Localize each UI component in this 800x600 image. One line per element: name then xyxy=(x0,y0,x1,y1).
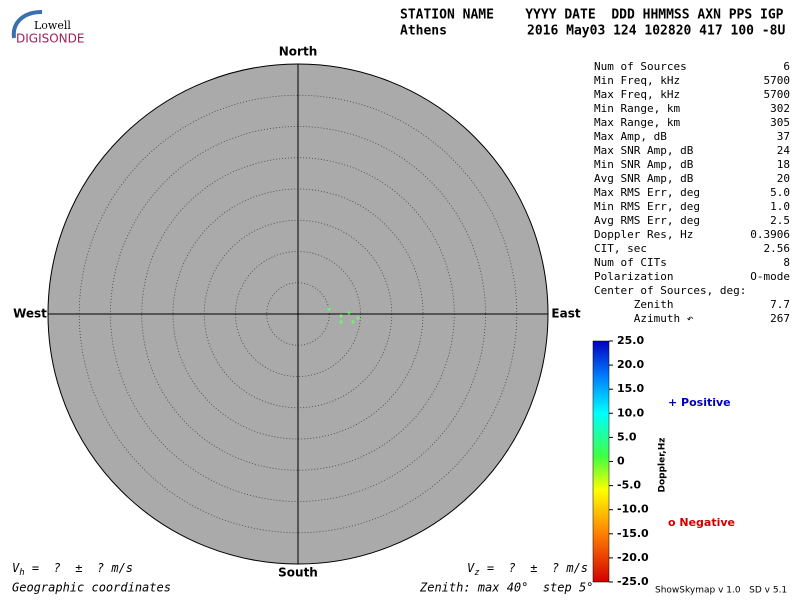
logo-top: Lowell xyxy=(34,19,71,32)
stat-label: Center of Sources, deg: xyxy=(594,284,746,297)
vh-sub: h xyxy=(19,568,24,578)
stat-value: 305 xyxy=(770,116,790,129)
stat-value: 8 xyxy=(783,256,790,269)
stat-value: 18 xyxy=(777,158,790,171)
vh: Vh = ? ± ? m/s xyxy=(12,561,133,578)
colorbar-tick-label: -5.0 xyxy=(617,479,641,492)
east-label: East xyxy=(551,307,580,321)
stat-label: Num of CITs xyxy=(594,256,667,269)
vz-text: = ? ± ? m/s xyxy=(480,561,588,575)
stat-label: Zenith xyxy=(594,298,673,311)
stat-value: 5.0 xyxy=(770,186,790,199)
stat-label: Azimuth ↶ xyxy=(594,312,694,325)
stat-label: CIT, sec xyxy=(594,242,647,255)
stat-label: Max SNR Amp, dB xyxy=(594,144,694,157)
colorbar-tick-label: 0 xyxy=(617,455,625,468)
stat-value: 5700 xyxy=(764,88,791,101)
version: ShowSkymap v 1.0 SD v 5.1 xyxy=(655,586,787,596)
stat-label: Min Freq, kHz xyxy=(594,74,680,87)
stat-value: 20 xyxy=(777,172,790,185)
colorbar-tick-label: -25.0 xyxy=(617,575,649,588)
vh-symbol: V xyxy=(12,561,20,575)
stat-value: 1.0 xyxy=(770,200,790,213)
colorbar-tick-label: -20.0 xyxy=(617,551,649,564)
header-columns: STATION NAME YYYY DATE DDD HHMMSS AXN PP… xyxy=(400,8,784,23)
plot xyxy=(47,63,549,565)
stat-value: 5700 xyxy=(764,74,791,87)
vz-sub: z xyxy=(474,568,479,578)
colorbar-tick-label: 15.0 xyxy=(617,382,644,395)
colorbar-tick-label: 20.0 xyxy=(617,358,644,371)
zenith-note: Zenith: max 40° step 5° xyxy=(419,581,593,595)
stat-value: 24 xyxy=(777,144,791,157)
stat-value: 267 xyxy=(770,312,790,325)
stat-label: Min RMS Err, deg xyxy=(594,200,700,213)
coords-note: Geographic coordinates xyxy=(12,581,171,595)
stat-value: 2.56 xyxy=(764,242,791,255)
stat-label: Polarization xyxy=(594,270,673,283)
vh-text: = ? ± ? m/s xyxy=(25,561,133,575)
stats: Num of Sources 6 Min Freq, kHz 5700 Max Freq… xyxy=(594,60,790,325)
stat-label: Min Range, km xyxy=(594,102,680,115)
stat-value: 7.7 xyxy=(770,298,790,311)
stat-label: Doppler Res, Hz xyxy=(594,228,693,241)
north-label: North xyxy=(279,45,317,59)
stat-value: 2.5 xyxy=(770,214,790,227)
stat-label: Max RMS Err, deg xyxy=(594,186,700,199)
stat-value: O-mode xyxy=(750,270,790,283)
source-point xyxy=(356,316,360,320)
colorbar-label: Doppler,Hz xyxy=(658,437,668,492)
stat-value: 37 xyxy=(777,130,790,143)
station-name: Athens xyxy=(400,24,447,39)
vz-symbol: V xyxy=(467,561,475,575)
stat-label: Max Freq, kHz xyxy=(594,88,680,101)
timestamp: 2016 May03 124 102820 417 100 -8U xyxy=(527,24,785,39)
stat-label: Min SNR Amp, dB xyxy=(594,158,694,171)
stat-label: Num of Sources xyxy=(594,60,687,73)
legend-positive: + Positive xyxy=(668,396,731,409)
stat-label: Max Range, km xyxy=(594,116,680,129)
source-point xyxy=(339,320,343,324)
colorbar-tick-label: -15.0 xyxy=(617,527,649,540)
colorbar-ticks: 25.0 20.0 15.0 10.0 5.0 0 -5.0 -10.0 -15.0 -20.0 -… xyxy=(609,334,649,588)
source-point xyxy=(327,307,331,311)
colorbar-tick-label: -10.0 xyxy=(617,503,649,516)
legend-negative: o Negative xyxy=(668,516,735,529)
stat-label: Avg RMS Err, deg xyxy=(594,214,700,227)
stat-label: Max Amp, dB xyxy=(594,130,667,143)
stat-value: 6 xyxy=(783,60,790,73)
west-label: West xyxy=(13,307,47,321)
stat-label: Avg SNR Amp, dB xyxy=(594,172,694,185)
vz: Vz = ? ± ? m/s xyxy=(467,561,588,578)
colorbar-tick-label: 5.0 xyxy=(617,430,637,443)
logo-bottom: DIGISONDE xyxy=(16,32,84,46)
logo-swoosh xyxy=(11,10,43,39)
colorbar-tick-label: 25.0 xyxy=(617,334,644,347)
colorbar-tick-label: 10.0 xyxy=(617,406,644,419)
stat-value: 302 xyxy=(770,102,790,115)
source-point xyxy=(339,314,343,318)
stat-value: 0.3906 xyxy=(750,228,790,241)
source-point xyxy=(347,311,351,315)
colorbar xyxy=(592,340,610,583)
source-point xyxy=(351,320,355,324)
south-label: South xyxy=(278,566,318,580)
